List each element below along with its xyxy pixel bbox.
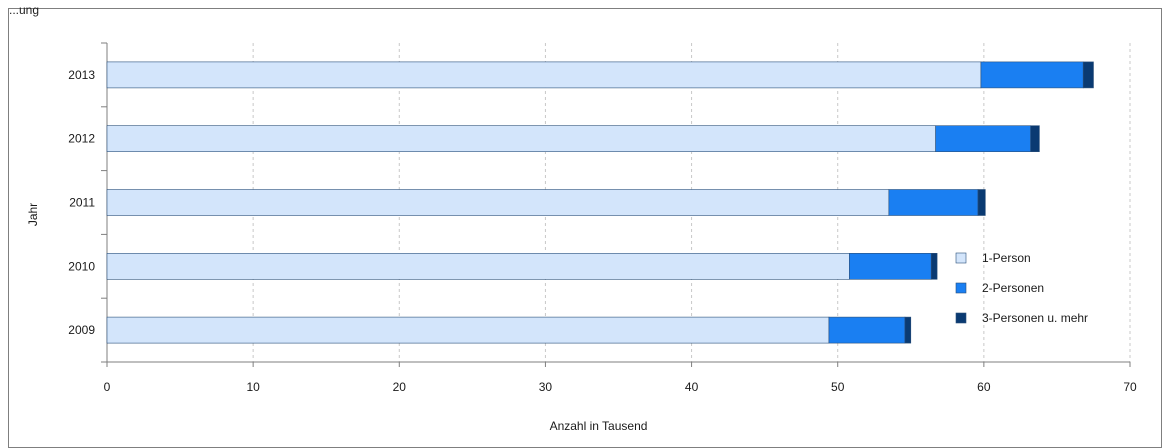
y-tick-label: 2009 [68, 323, 95, 337]
y-tick-label: 2010 [68, 259, 95, 273]
x-axis-title: Anzahl in Tausend [550, 419, 648, 433]
x-tick-label: 50 [831, 380, 845, 394]
y-tick-label: 2013 [68, 68, 95, 82]
y-tick-label: 2011 [69, 196, 95, 210]
y-tick-label: 2012 [68, 132, 95, 146]
x-tick-label: 40 [685, 380, 699, 394]
x-tick-label: 20 [393, 380, 407, 394]
legend-swatch [955, 252, 967, 264]
legend: 1-Person 2-Personen 3-Personen u. mehr [955, 251, 1088, 325]
cropped-header-text: ...ung [9, 3, 40, 17]
bar-segment-2-personen [980, 61, 1084, 89]
legend-label: 1-Person [982, 251, 1031, 265]
bar-segment-2-personen [935, 125, 1031, 152]
bar-segment-1-person [106, 125, 936, 152]
bar-segment-3-personen [977, 189, 986, 216]
bar-segment-3-personen [1030, 125, 1040, 152]
legend-label: 2-Personen [982, 281, 1044, 295]
bar-segment-1-person [106, 253, 850, 280]
x-tick-label: 30 [539, 380, 553, 394]
x-tick-label: 10 [246, 380, 260, 394]
grid [252, 43, 1131, 362]
tick-labels: 0 10 20 30 40 50 60 70 2013 2012 2011 2010 2009 [68, 68, 1137, 394]
legend-swatch [955, 312, 967, 324]
bar-segment-2-personen [888, 189, 979, 216]
bar-segment-3-personen [930, 253, 938, 280]
legend-swatch [955, 282, 967, 294]
bar-segment-1-person [106, 316, 830, 344]
bar-segment-1-person [106, 61, 982, 89]
bar-segment-2-personen [849, 253, 932, 280]
legend-label: 3-Personen u. mehr [982, 311, 1088, 325]
bar-segment-2-personen [828, 316, 906, 344]
bar-segment-3-personen [1082, 61, 1094, 89]
x-tick-label: 70 [1123, 380, 1137, 394]
bar-segment-1-person [106, 189, 890, 216]
bars [106, 61, 1094, 344]
y-axis-title: Jahr [26, 203, 40, 226]
x-tick-label: 0 [104, 380, 111, 394]
bar-segment-3-personen [904, 316, 912, 344]
x-tick-label: 60 [977, 380, 991, 394]
